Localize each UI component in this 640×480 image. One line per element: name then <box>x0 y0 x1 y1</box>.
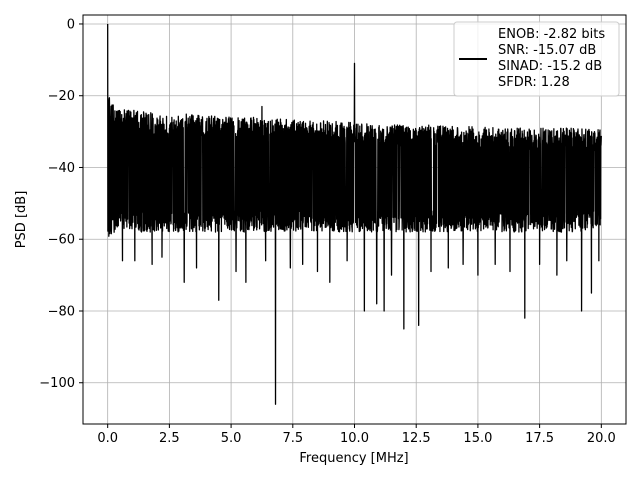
x-tick-label: 12.5 <box>402 431 431 446</box>
x-tick-label: 10.0 <box>340 431 369 446</box>
x-tick-label: 17.5 <box>525 431 554 446</box>
y-tick-label: −80 <box>48 304 75 319</box>
x-tick-label: 2.5 <box>159 431 180 446</box>
legend-entry-snr: SNR: -15.07 dB <box>498 43 596 58</box>
legend-entry-enob: ENOB: -2.82 bits <box>498 27 605 42</box>
x-tick-label: 20.0 <box>587 431 616 446</box>
y-tick-label: 0 <box>67 17 75 32</box>
x-tick-label: 7.5 <box>282 431 303 446</box>
x-tick-label: 0.0 <box>97 431 118 446</box>
y-tick-label: −100 <box>39 376 75 391</box>
psd-series-line <box>107 23 602 405</box>
y-axis-label: PSD [dB] <box>14 191 29 249</box>
legend-entry-sfdr: SFDR: 1.28 <box>498 75 570 90</box>
y-tick-label: −60 <box>48 233 75 248</box>
x-tick-label: 5.0 <box>221 431 242 446</box>
x-tick-label: 15.0 <box>463 431 492 446</box>
y-tick-label: −40 <box>48 161 75 176</box>
legend: ENOB: -2.82 bits SNR: -15.07 dB SINAD: -… <box>453 21 620 97</box>
data-layer <box>107 23 602 405</box>
legend-box <box>453 21 620 97</box>
tick-layer: 0.0 2.5 5.0 7.5 10.0 12.5 15.0 17.5 20.0 0 −20 −40 −… <box>39 17 616 446</box>
x-axis-label: Frequency [MHz] <box>299 451 408 466</box>
y-tick-label: −20 <box>48 89 75 104</box>
legend-entry-sinad: SINAD: -15.2 dB <box>498 59 602 74</box>
